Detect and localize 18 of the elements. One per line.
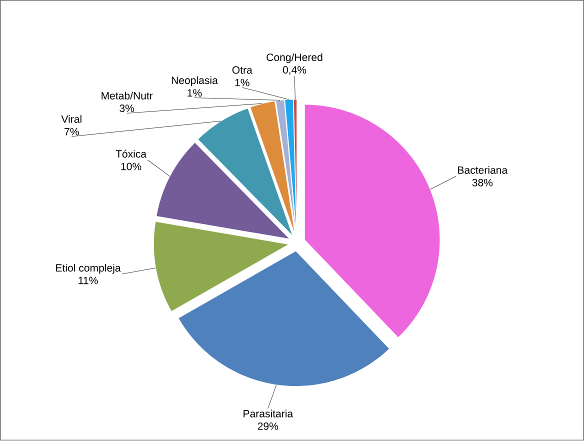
data-label: 38% — [472, 179, 493, 187]
data-label: 0,4% — [282, 66, 306, 76]
slice-label: Viral — [61, 115, 82, 124]
data-label: 7% — [64, 128, 79, 136]
data-label: 3% — [120, 104, 134, 112]
slice-label: Bacteriana — [458, 166, 508, 174]
slice-label: Etiol compleja — [56, 264, 121, 274]
slice-label: Cong/Hered — [266, 54, 322, 64]
slice-label: Tóxica — [116, 150, 147, 158]
data-label: 29% — [258, 422, 278, 430]
slice-label: Metab/Nutr — [102, 92, 153, 100]
slice-label: Neoplasia — [172, 76, 218, 86]
data-label: 10% — [121, 162, 142, 170]
data-label: 1% — [235, 79, 250, 86]
data-label: 11% — [78, 276, 98, 284]
slice-label: Otra — [232, 66, 252, 74]
slice-label: Parasitaria — [244, 410, 294, 418]
data-label: 1% — [188, 89, 202, 97]
